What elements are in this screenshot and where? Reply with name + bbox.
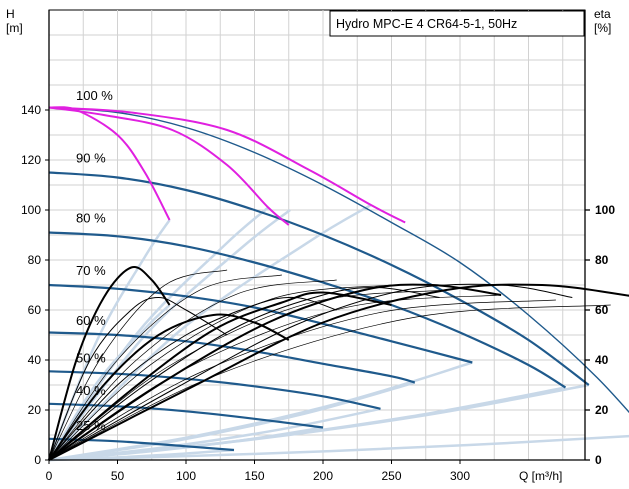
x-tick-label: 100 xyxy=(176,469,196,483)
speed-label: 90 % xyxy=(76,151,106,166)
y-tick-label: 100 xyxy=(21,203,41,217)
y2-tick-label: 80 xyxy=(595,253,609,267)
operating-line xyxy=(48,448,235,462)
efficiency-curve xyxy=(48,283,502,461)
y2-tick-label: 20 xyxy=(595,403,609,417)
qh-curve xyxy=(48,402,324,429)
magenta-curve xyxy=(48,106,290,226)
qh-curve xyxy=(48,171,590,386)
efficiency-curve xyxy=(48,265,171,461)
speed-labels: 100 % 90 % 80 % 70 % 60 % 50 % 40 % 25 % xyxy=(76,88,113,433)
qh-curve xyxy=(48,370,381,410)
x-tick-label: 200 xyxy=(313,469,333,483)
y2-tick-label: 0 xyxy=(595,453,602,467)
y2-axis-label-line1: eta xyxy=(594,7,611,21)
efficiency-curve xyxy=(48,304,611,461)
y2-tick-label: 40 xyxy=(595,353,609,367)
x-tick-label: 50 xyxy=(111,469,125,483)
efficiency-curves xyxy=(48,265,629,461)
x-ticks: 0 50 100 150 200 250 300 xyxy=(46,460,470,483)
magenta-curves xyxy=(48,106,406,226)
qh-curve xyxy=(48,106,629,414)
operating-line xyxy=(47,304,171,461)
speed-label: 80 % xyxy=(76,211,106,226)
y-ticks: 0 20 40 60 80 100 120 140 xyxy=(21,103,49,467)
grid xyxy=(49,10,585,460)
efficiency-curve xyxy=(48,296,228,461)
y-tick-label: 0 xyxy=(34,453,41,467)
efficiency-curve xyxy=(48,294,502,461)
efficiency-curve xyxy=(48,283,629,461)
x-tick-label: 250 xyxy=(381,469,401,483)
y-axis-label-line2: [m] xyxy=(6,21,23,35)
qh-curve xyxy=(48,283,473,364)
x-tick-label: 300 xyxy=(450,469,470,483)
y-axis-label-line1: H xyxy=(6,7,15,21)
efficiency-curve xyxy=(48,279,337,461)
y2-axis-label-line2: [%] xyxy=(594,21,611,35)
efficiency-curve xyxy=(48,284,392,461)
speed-label: 70 % xyxy=(76,263,106,278)
y2-tick-label: 100 xyxy=(595,203,615,217)
operating-line xyxy=(47,206,270,461)
efficiency-curve xyxy=(48,299,556,461)
efficiency-curve xyxy=(48,289,447,461)
y-tick-label: 120 xyxy=(21,153,41,167)
y-tick-label: 40 xyxy=(28,353,42,367)
y2-ticks: 0 20 40 60 80 100 xyxy=(585,203,615,467)
efficiency-curve xyxy=(48,274,282,461)
speed-label: 25 % xyxy=(76,418,106,433)
title-box xyxy=(329,10,585,37)
x-axis-label: Q [m³/h] xyxy=(519,469,562,483)
chart-title: Hydro MPC-E 4 CR64-5-1, 50Hz xyxy=(336,17,517,31)
efficiency-curve xyxy=(48,313,290,461)
y-tick-label: 20 xyxy=(28,403,42,417)
operating-line xyxy=(48,381,416,462)
efficiency-curve xyxy=(48,269,228,461)
qh-curves xyxy=(48,106,629,452)
speed-label: 50 % xyxy=(76,351,106,366)
y2-tick-label: 60 xyxy=(595,303,609,317)
speed-label: 40 % xyxy=(76,383,106,398)
qh-curve xyxy=(48,331,416,384)
magenta-curve xyxy=(48,106,406,224)
x-tick-label: 150 xyxy=(244,469,264,483)
efficiency-curve xyxy=(48,291,392,461)
y-tick-label: 60 xyxy=(28,303,42,317)
speed-label: 100 % xyxy=(76,88,113,103)
y-tick-label: 80 xyxy=(28,253,42,267)
y-tick-label: 140 xyxy=(21,103,41,117)
speed-label: 60 % xyxy=(76,313,106,328)
x-tick-label: 0 xyxy=(46,469,53,483)
qh-curve xyxy=(48,231,567,389)
